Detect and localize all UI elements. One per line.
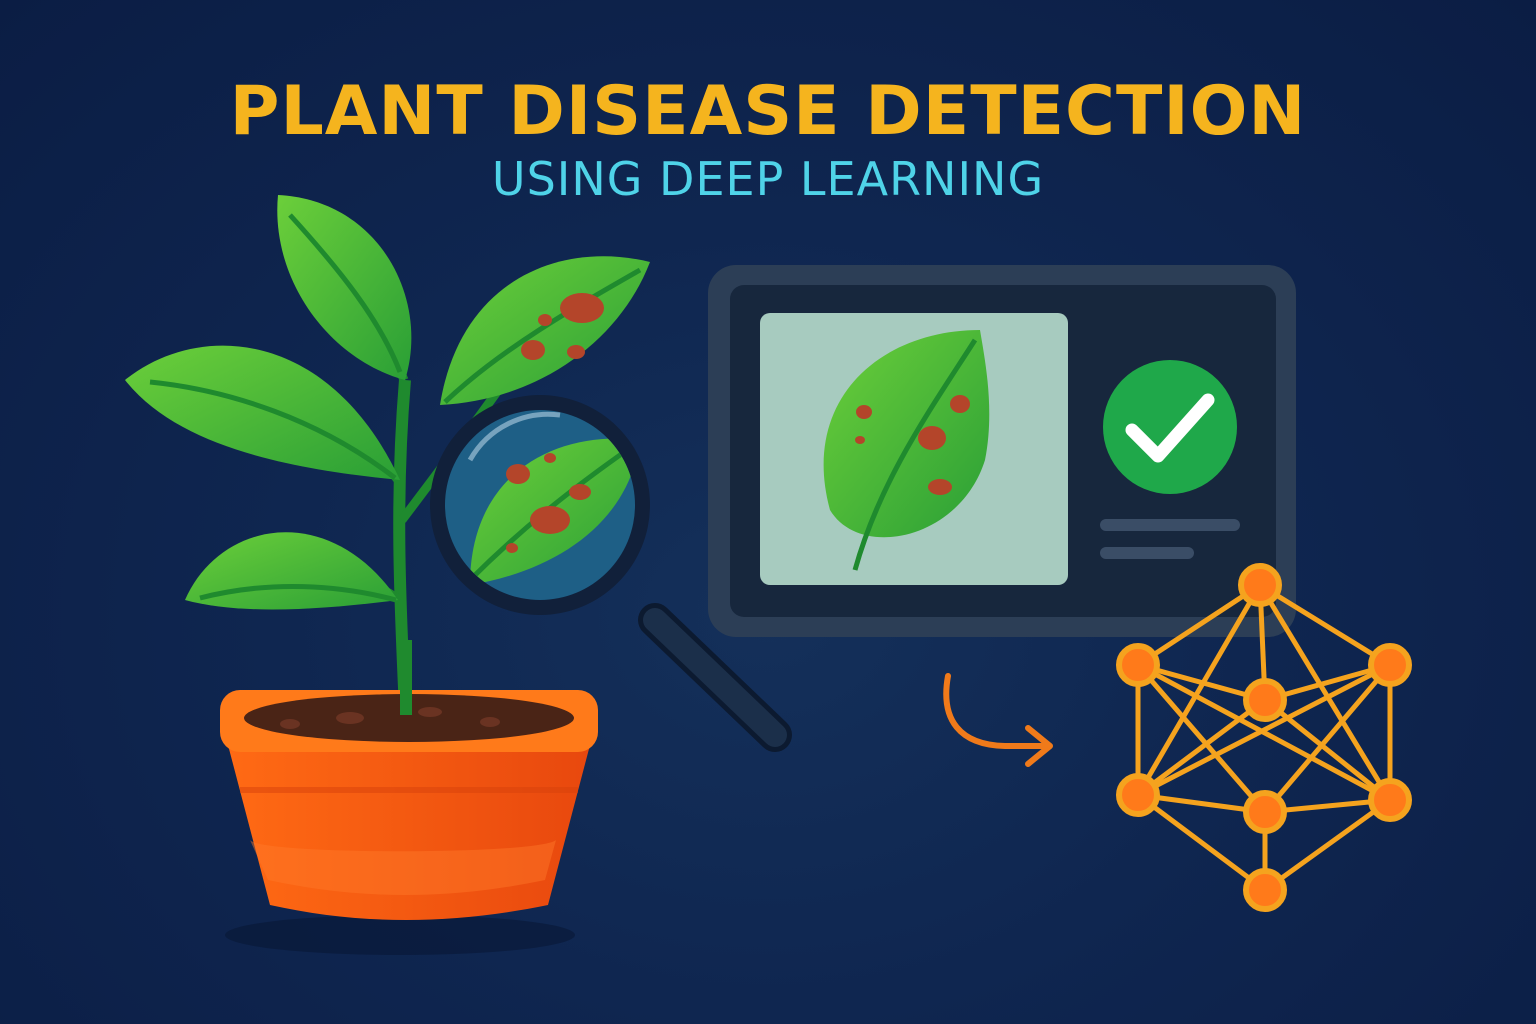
leaf (185, 532, 398, 610)
network-node (1368, 643, 1412, 687)
network-node (1243, 868, 1287, 912)
result-line (1100, 519, 1240, 531)
result-line (1100, 547, 1194, 559)
network-node (1243, 790, 1287, 834)
network-node (1368, 778, 1412, 822)
network-node (1243, 678, 1287, 722)
potted-plant-icon (125, 195, 650, 955)
network-node (1238, 563, 1282, 607)
network-node (1116, 773, 1160, 817)
page-subtitle: USING DEEP LEARNING (491, 152, 1045, 206)
magnifying-glass-icon (430, 395, 792, 752)
monitor-icon (708, 265, 1296, 637)
curved-arrow-icon (943, 673, 1053, 767)
network-nodes (1116, 563, 1412, 912)
network-node (1116, 643, 1160, 687)
soil (244, 694, 574, 742)
check-circle-icon (1103, 360, 1237, 494)
page-title: PLANT DISEASE DETECTION (229, 72, 1307, 151)
leaf (125, 345, 400, 480)
diseased-leaf (440, 256, 650, 405)
